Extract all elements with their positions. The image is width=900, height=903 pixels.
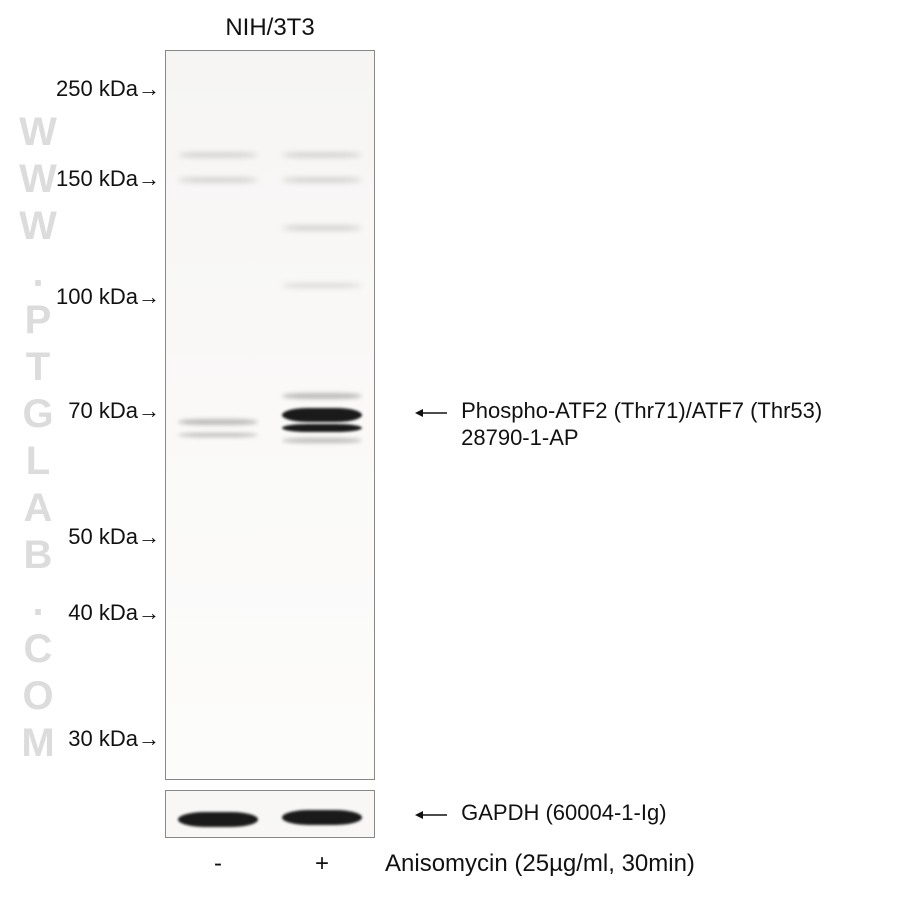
treatment-desc: Anisomycin (25µg/ml, 30min)	[385, 850, 885, 878]
target-annotation: Phospho-ATF2 (Thr71)/ATF7 (Thr53) 28790-…	[415, 398, 822, 451]
mw-label: 30 kDa→	[0, 726, 160, 752]
lane-left	[166, 51, 270, 779]
gapdh-annotation: GAPDH (60004-1-Ig)	[415, 800, 667, 827]
gapdh-blot	[165, 790, 375, 838]
band	[282, 393, 361, 399]
target-annotation-line2: 28790-1-AP	[461, 425, 578, 450]
cell-line-header: NIH/3T3	[165, 14, 375, 42]
mw-label: 40 kDa→	[0, 600, 160, 626]
arrow-left-icon	[415, 399, 447, 425]
treatment-lane2: +	[302, 850, 342, 878]
target-annotation-line1: Phospho-ATF2 (Thr71)/ATF7 (Thr53)	[461, 398, 822, 423]
band	[178, 419, 257, 425]
lane-right	[270, 791, 374, 837]
main-blot	[165, 50, 375, 780]
band	[282, 424, 361, 432]
lane-right	[270, 51, 374, 779]
lane-left	[166, 791, 270, 837]
mw-label: 250 kDa→	[0, 76, 160, 102]
treatment-lane1: -	[198, 850, 238, 878]
mw-label: 100 kDa→	[0, 284, 160, 310]
gapdh-annotation-label: GAPDH (60004-1-Ig)	[461, 800, 666, 825]
mw-label: 70 kDa→	[0, 398, 160, 424]
band	[282, 284, 361, 287]
band	[178, 812, 257, 827]
band	[282, 226, 361, 230]
band	[282, 408, 361, 422]
figure-canvas: WWW.PTGLAB.COM NIH/3T3 250 kDa→ 150 kDa→ 1…	[0, 0, 900, 903]
band	[282, 178, 361, 182]
band	[178, 178, 257, 182]
band	[282, 153, 361, 157]
mw-label: 150 kDa→	[0, 166, 160, 192]
arrow-left-icon	[415, 801, 447, 827]
band	[282, 438, 361, 443]
watermark: WWW.PTGLAB.COM	[12, 110, 60, 800]
band	[282, 810, 361, 825]
mw-label: 50 kDa→	[0, 524, 160, 550]
band	[178, 153, 257, 157]
band	[178, 433, 257, 437]
